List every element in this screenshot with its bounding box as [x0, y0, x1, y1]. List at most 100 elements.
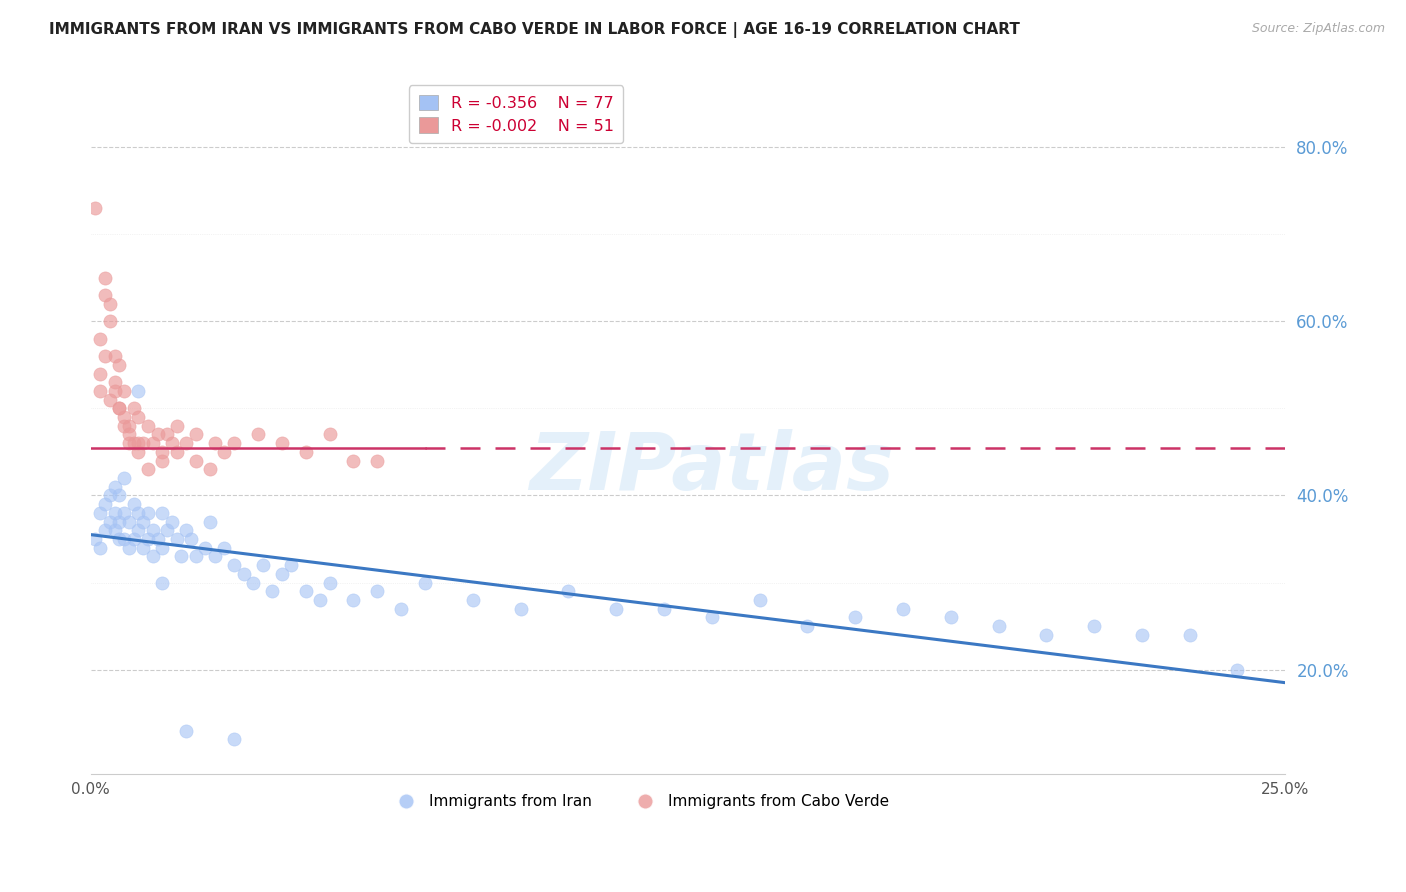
- Point: [94, 349, 117, 363]
- Point: [103, 376, 125, 390]
- Point: [108, 401, 131, 416]
- Point: [204, 549, 226, 564]
- Point: [112, 384, 135, 398]
- Point: [150, 506, 173, 520]
- Point: [242, 575, 264, 590]
- Point: [103, 349, 125, 363]
- Point: [108, 488, 131, 502]
- Point: [136, 532, 159, 546]
- Point: [103, 506, 125, 520]
- Point: [318, 427, 340, 442]
- Point: [118, 418, 141, 433]
- Point: [700, 610, 723, 624]
- Point: [112, 471, 135, 485]
- Point: [366, 453, 388, 467]
- Point: [1226, 663, 1249, 677]
- Legend: Immigrants from Iran, Immigrants from Cabo Verde: Immigrants from Iran, Immigrants from Ca…: [385, 788, 896, 815]
- Point: [127, 410, 149, 425]
- Point: [262, 584, 284, 599]
- Point: [174, 523, 197, 537]
- Point: [84, 201, 107, 215]
- Point: [246, 427, 269, 442]
- Point: [98, 314, 121, 328]
- Point: [174, 723, 197, 738]
- Point: [132, 515, 155, 529]
- Point: [122, 497, 145, 511]
- Point: [146, 532, 169, 546]
- Point: [118, 427, 141, 442]
- Point: [166, 418, 188, 433]
- Point: [122, 532, 145, 546]
- Point: [652, 601, 675, 615]
- Point: [84, 532, 107, 546]
- Point: [132, 541, 155, 555]
- Point: [342, 453, 364, 467]
- Point: [89, 384, 111, 398]
- Point: [118, 515, 141, 529]
- Point: [112, 506, 135, 520]
- Point: [222, 732, 245, 747]
- Point: [198, 462, 221, 476]
- Point: [94, 288, 117, 302]
- Point: [127, 445, 149, 459]
- Point: [222, 558, 245, 573]
- Point: [214, 445, 236, 459]
- Point: [103, 480, 125, 494]
- Point: [127, 384, 149, 398]
- Point: [166, 532, 188, 546]
- Point: [160, 515, 183, 529]
- Point: [150, 453, 173, 467]
- Point: [294, 584, 316, 599]
- Point: [98, 297, 121, 311]
- Text: Source: ZipAtlas.com: Source: ZipAtlas.com: [1251, 22, 1385, 36]
- Point: [844, 610, 866, 624]
- Point: [366, 584, 388, 599]
- Point: [413, 575, 436, 590]
- Point: [509, 601, 531, 615]
- Point: [112, 410, 135, 425]
- Point: [987, 619, 1010, 633]
- Point: [389, 601, 412, 615]
- Point: [122, 436, 145, 450]
- Point: [98, 392, 121, 407]
- Point: [136, 418, 159, 433]
- Point: [146, 427, 169, 442]
- Text: ZIPatlas: ZIPatlas: [529, 428, 894, 507]
- Point: [156, 523, 179, 537]
- Point: [1178, 628, 1201, 642]
- Point: [127, 436, 149, 450]
- Point: [94, 497, 117, 511]
- Point: [280, 558, 302, 573]
- Point: [156, 427, 179, 442]
- Point: [98, 488, 121, 502]
- Point: [142, 436, 165, 450]
- Point: [342, 593, 364, 607]
- Point: [174, 436, 197, 450]
- Point: [309, 593, 332, 607]
- Point: [557, 584, 579, 599]
- Point: [108, 515, 131, 529]
- Point: [108, 358, 131, 372]
- Point: [166, 445, 188, 459]
- Point: [122, 401, 145, 416]
- Point: [232, 566, 254, 581]
- Point: [142, 523, 165, 537]
- Point: [184, 427, 207, 442]
- Point: [222, 436, 245, 450]
- Point: [270, 566, 292, 581]
- Point: [150, 575, 173, 590]
- Text: IMMIGRANTS FROM IRAN VS IMMIGRANTS FROM CABO VERDE IN LABOR FORCE | AGE 16-19 CO: IMMIGRANTS FROM IRAN VS IMMIGRANTS FROM …: [49, 22, 1021, 38]
- Point: [160, 436, 183, 450]
- Point: [132, 436, 155, 450]
- Point: [1035, 628, 1057, 642]
- Point: [204, 436, 226, 450]
- Point: [180, 532, 202, 546]
- Point: [103, 523, 125, 537]
- Point: [98, 515, 121, 529]
- Point: [127, 506, 149, 520]
- Point: [796, 619, 818, 633]
- Point: [127, 523, 149, 537]
- Point: [184, 549, 207, 564]
- Point: [89, 506, 111, 520]
- Point: [142, 549, 165, 564]
